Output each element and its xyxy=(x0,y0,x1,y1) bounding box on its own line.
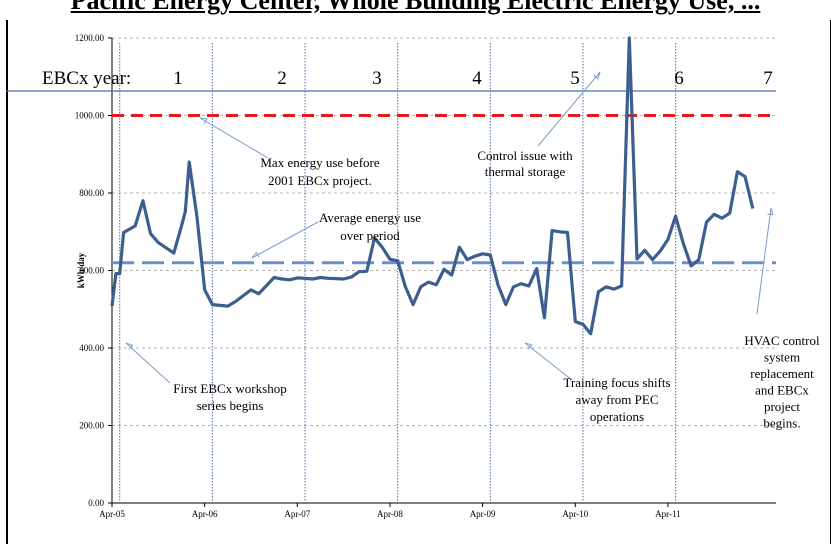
y-tick-label: 400.00 xyxy=(79,343,104,353)
arrowhead xyxy=(199,117,208,124)
annotation-max-use: 2001 EBCx project. xyxy=(268,173,372,188)
y-tick-label: 1000.00 xyxy=(75,111,105,121)
arrowhead xyxy=(593,71,601,80)
x-tick-label: Apr-08 xyxy=(377,509,403,519)
y-tick-label: 1200.00 xyxy=(75,33,105,43)
ebcx-year-number: 1 xyxy=(173,68,183,89)
annotation-average: Average energy use xyxy=(319,210,421,225)
annotation-hvac: replacement xyxy=(750,366,814,381)
chart-title: Pacific Energy Center, Whole Building El… xyxy=(70,0,761,15)
x-tick-label: Apr-05 xyxy=(99,509,125,519)
annotation-first-ebcx: First EBCx workshop xyxy=(173,381,286,396)
annotation-training: Training focus shifts xyxy=(563,375,670,390)
x-tick-label: Apr-06 xyxy=(192,509,218,519)
arrowhead xyxy=(251,251,260,259)
ebcx-year-number: 6 xyxy=(674,68,684,89)
annotation-average: over period xyxy=(340,228,400,243)
ebcx-year-number: 4 xyxy=(472,68,482,89)
y-axis-label: kWh/day xyxy=(76,252,86,288)
annotation-hvac: HVAC control xyxy=(744,333,820,348)
annotation-arrow xyxy=(251,221,319,259)
ebcx-year-number: 3 xyxy=(372,68,382,89)
annotation-first-ebcx: series begins xyxy=(197,398,264,413)
annotation-hvac: begins. xyxy=(763,416,800,431)
annotation-arrow xyxy=(537,71,601,147)
arrowhead xyxy=(524,342,533,350)
ebcx-year-numbers: 1 2 3 4 5 6 7 xyxy=(173,68,773,89)
y-axis-ticks: 0.00 200.00 400.00 600.00 800.00 1000.00 1200.… xyxy=(75,33,112,508)
annotation-hvac: project xyxy=(764,399,800,414)
x-tick-label: Apr-11 xyxy=(655,509,680,519)
arrowhead xyxy=(767,207,774,216)
annotation-arrow xyxy=(524,342,573,381)
annotation-hvac: and EBCx xyxy=(755,383,809,398)
x-tick-label: Apr-10 xyxy=(562,509,588,519)
x-tick-label: Apr-07 xyxy=(284,509,310,519)
x-tick-label: Apr-09 xyxy=(470,509,496,519)
annotation-training: away from PEC xyxy=(575,392,658,407)
ebcx-year-number: 2 xyxy=(277,68,287,89)
y-tick-label: 800.00 xyxy=(79,188,104,198)
ebcx-year-number: 7 xyxy=(763,68,773,89)
annotation-arrow xyxy=(199,117,269,159)
ebcx-year-number: 5 xyxy=(570,68,580,89)
x-axis-ticks: Apr-05 Apr-06 Apr-07 Apr-08 Apr-09 Apr-10 Apr-… xyxy=(99,503,681,519)
annotations: Max energy use before 2001 EBCx project. A… xyxy=(173,148,820,431)
annotation-arrow xyxy=(125,342,171,384)
annotation-max-use: Max energy use before xyxy=(260,155,379,170)
annotation-training: operations xyxy=(590,409,644,424)
y-tick-label: 200.00 xyxy=(79,421,104,431)
gridlines xyxy=(112,37,776,426)
annotation-control-issue: Control issue with xyxy=(477,148,573,163)
annotation-control-issue: thermal storage xyxy=(485,164,566,179)
arrowhead xyxy=(125,342,134,350)
y-tick-label: 600.00 xyxy=(79,266,104,276)
annotation-arrow xyxy=(756,207,772,315)
ebcx-year-label: EBCx year: xyxy=(42,68,131,89)
annotation-arrows xyxy=(125,71,774,384)
series-line xyxy=(110,36,755,336)
y-tick-label: 0.00 xyxy=(88,498,104,508)
annotation-hvac: system xyxy=(764,350,800,365)
